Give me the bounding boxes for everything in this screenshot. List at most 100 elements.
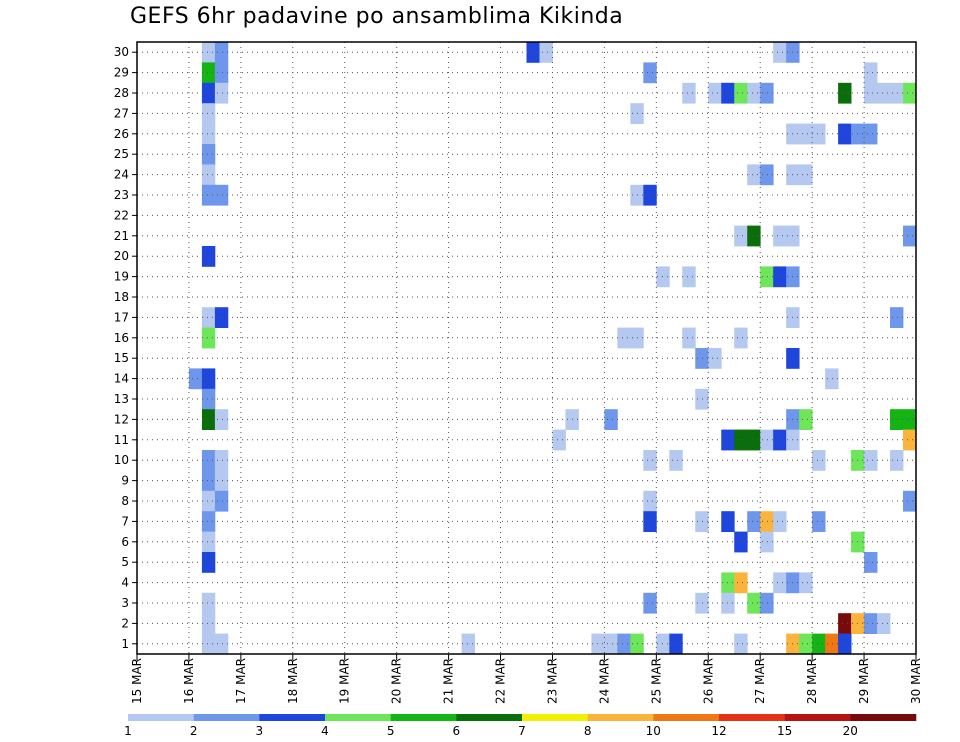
heatmap-cell [747,511,761,532]
y-tick-label: 1 [121,637,129,651]
heatmap-cell [903,225,917,247]
heatmap-cell [708,82,722,104]
heatmap-cell [201,246,216,267]
heatmap-cell [864,123,878,145]
heatmap-cell [526,42,540,63]
heatmap-cell [708,348,722,369]
y-tick-label: 15 [114,351,129,365]
heatmap-cell [656,266,670,288]
heatmap-cell [201,42,216,63]
heatmap-cell [201,552,216,573]
heatmap-cell [201,633,216,655]
legend-swatch [850,714,917,721]
heatmap-cell [643,184,657,206]
legend-swatch [128,714,194,721]
heatmap-cell [734,327,748,349]
heatmap-cell [201,409,216,430]
heatmap-cell [214,42,229,63]
heatmap-cell [201,62,216,84]
heatmap-cell [214,490,229,512]
axis-layer: 1234567891011121314151617181920212223242… [114,41,923,704]
heatmap-cell [214,307,229,328]
legend-label: 5 [387,724,395,738]
heatmap-cell [734,429,748,451]
heatmap-cell [799,409,813,430]
heatmap-cell [760,592,774,614]
legend-swatch [784,714,851,721]
heatmap-cell [890,450,904,471]
legend-swatch [653,714,720,721]
heatmap-cell [773,42,787,63]
x-tick-label: 18 MAR [286,658,300,704]
legend-swatch [193,714,260,721]
heatmap-cell [747,82,761,104]
heatmap-cell [760,164,774,186]
heatmap-cell [838,82,852,104]
heatmap-cell [877,82,891,104]
heatmap-cell [604,633,618,655]
heatmap-cell [890,409,904,430]
legend-label: 3 [255,724,263,738]
y-tick-label: 23 [114,188,129,202]
heatmap-cell [214,184,229,206]
heatmap-cell [669,450,683,471]
y-tick-label: 11 [114,433,129,447]
x-tick-label: 19 MAR [338,658,352,704]
y-tick-label: 8 [121,494,129,508]
heatmap-cell [682,266,696,288]
heatmap-cell [760,511,774,532]
heatmap-cell [643,62,657,84]
x-tick-label: 15 MAR [130,658,144,704]
heatmap-cell [773,225,787,247]
legend-swatch [259,714,326,721]
heatmap-cell [838,633,852,655]
heatmap-cell [201,470,216,492]
heatmap-cell [188,368,203,390]
legend-label: 1 [124,724,132,738]
heatmap-cell [695,592,709,614]
y-tick-label: 13 [114,392,129,406]
y-tick-label: 6 [121,535,129,549]
heatmap-cell [201,368,216,390]
heatmap-cell [214,470,229,492]
heatmap-cell [214,633,229,655]
heatmap-cell [214,82,229,104]
heatmap-cell [812,633,826,655]
heatmap-cell [799,164,813,186]
heatmap-cell [695,511,709,532]
heatmap-cell [734,531,748,553]
y-tick-label: 30 [114,45,129,59]
heatmap-cell [747,592,761,614]
heatmap-cell [643,592,657,614]
heatmap-cell [201,388,216,410]
y-tick-label: 7 [121,514,129,528]
heatmap-cell [773,572,787,594]
heatmap-cell [214,62,229,84]
heatmap-cell [734,633,748,655]
y-tick-label: 24 [114,168,129,182]
y-tick-label: 14 [114,372,129,386]
legend-swatch [325,714,391,721]
heatmap-cell [201,613,216,634]
y-tick-label: 22 [114,208,129,222]
heatmap-cell [903,409,917,430]
heatmap-cell [617,633,631,655]
heatmap-cell [864,613,878,634]
heatmap-cell [812,511,826,532]
x-tick-label: 26 MAR [701,658,715,704]
heatmap-cell [760,429,774,451]
heatmap-cell [734,225,748,247]
y-tick-label: 9 [121,474,129,488]
heatmap-cell [201,511,216,532]
heatmap-cell [903,490,917,512]
x-tick-label: 16 MAR [182,658,196,704]
heatmap-cell [214,450,229,471]
heatmap-cell [903,429,917,451]
legend-label: 10 [646,724,661,738]
heatmap-cell [201,164,216,186]
heatmap-cell [201,592,216,614]
heatmap-cell [669,633,683,655]
heatmap-cell [747,225,761,247]
heatmap-cell [890,307,904,328]
heatmap-cell [825,368,839,390]
